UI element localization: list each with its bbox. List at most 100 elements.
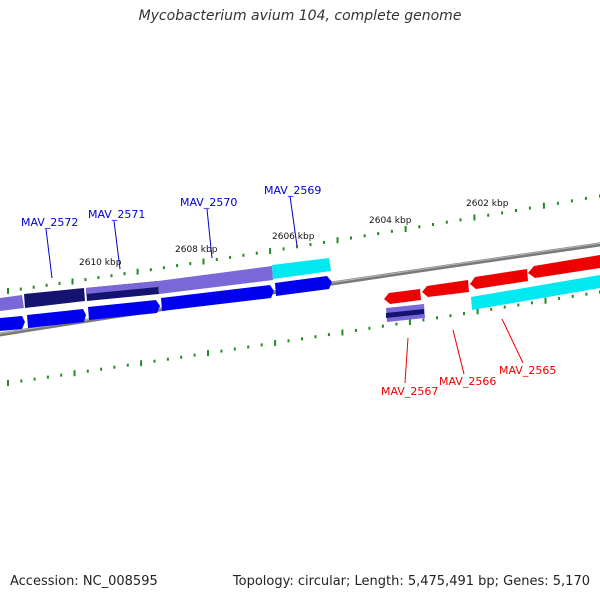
minor-tick (242, 253, 245, 257)
gene-arrow-forward[interactable] (0, 316, 25, 331)
gene-arrow-reverse[interactable] (422, 280, 469, 297)
major-tick (71, 278, 74, 285)
gene-label-mav-2572[interactable]: MAV_2572 (21, 216, 78, 229)
minor-tick (126, 363, 129, 367)
tick-label: 2608 kbp (175, 245, 218, 255)
minor-tick (354, 328, 357, 332)
minor-tick (422, 318, 425, 322)
minor-tick (556, 201, 559, 205)
minor-tick (445, 220, 448, 224)
major-tick (274, 339, 277, 346)
minor-tick (229, 255, 232, 259)
minor-tick (113, 365, 116, 369)
cds-track-lower (386, 275, 600, 322)
minor-tick (287, 339, 290, 343)
tick-label: 2610 kbp (79, 258, 122, 268)
minor-tick (501, 211, 504, 215)
minor-tick (327, 333, 330, 337)
major-tick (476, 308, 479, 315)
minor-tick (166, 357, 169, 361)
cds-feature[interactable] (386, 309, 424, 318)
minor-tick (530, 301, 533, 305)
minor-tick (86, 369, 89, 373)
minor-tick (123, 272, 126, 276)
minor-tick (585, 292, 588, 296)
gene-arrow-forward[interactable] (27, 309, 86, 328)
minor-tick (247, 345, 250, 349)
minor-tick (46, 375, 49, 379)
minor-tick (395, 322, 398, 326)
gene-label-mav-2567[interactable]: MAV_2567 (381, 385, 438, 398)
minor-tick (180, 355, 183, 359)
gene-arrow-forward[interactable] (88, 300, 160, 320)
minor-tick (558, 297, 561, 300)
gene-arrow-reverse[interactable] (384, 289, 421, 304)
major-tick (7, 288, 9, 294)
minor-tick (110, 274, 113, 278)
map-title: Mycobacterium avium 104, complete genome (138, 8, 462, 24)
cds-feature[interactable] (86, 281, 158, 294)
minor-tick (350, 236, 352, 240)
major-tick (140, 360, 143, 367)
cds-feature[interactable] (24, 288, 85, 308)
gene-arrow-forward[interactable] (161, 285, 274, 311)
minor-tick (301, 337, 303, 341)
minor-tick (20, 379, 23, 383)
major-tick (136, 268, 139, 275)
gene-label-mav-2570[interactable]: MAV_2570 (180, 196, 237, 209)
major-tick (341, 329, 344, 336)
minor-tick (432, 223, 434, 226)
minor-tick (60, 373, 63, 377)
minor-tick (571, 294, 574, 298)
forward-gene-track (0, 276, 332, 331)
cds-track-upper (0, 258, 331, 311)
minor-tick (584, 196, 587, 200)
gene-label-mav-2566[interactable]: MAV_2566 (439, 375, 496, 388)
gene-label-mav-2569[interactable]: MAV_2569 (264, 184, 321, 197)
major-tick (404, 226, 407, 232)
minor-tick (418, 225, 421, 229)
minor-tick (233, 347, 236, 351)
minor-tick (436, 316, 438, 320)
tick-label: 2602 kbp (466, 199, 509, 209)
minor-tick (100, 367, 103, 371)
minor-tick (189, 262, 192, 266)
outer-tick-track (7, 194, 600, 294)
minor-tick (260, 343, 263, 347)
minor-tick (162, 266, 165, 270)
accession-label: Accession: NC_008595 (10, 574, 158, 589)
minor-tick (449, 314, 452, 318)
major-tick (408, 319, 411, 325)
gene-arrow-forward[interactable] (275, 276, 332, 296)
minor-tick (490, 307, 493, 311)
minor-tick (255, 251, 258, 255)
minor-tick (32, 285, 35, 289)
tick-labels: 2610 kbp 2608 kbp 2606 kbp 2604 kbp 2602… (79, 199, 509, 268)
gene-label-mav-2571[interactable]: MAV_2571 (88, 208, 145, 221)
minor-tick (97, 276, 100, 280)
reverse-gene-track (384, 255, 600, 304)
minor-tick (309, 243, 312, 247)
major-tick (269, 248, 272, 254)
minor-tick (459, 218, 462, 222)
gene-arrow-reverse[interactable] (528, 255, 600, 278)
major-tick (202, 258, 205, 265)
minor-tick (463, 312, 465, 316)
cds-feature[interactable] (471, 275, 600, 310)
minor-tick (390, 229, 393, 233)
major-tick (73, 370, 76, 377)
minor-tick (381, 324, 384, 328)
minor-tick (528, 206, 531, 210)
gene-label-mav-2565[interactable]: MAV_2565 (499, 364, 556, 377)
minor-tick (296, 245, 298, 249)
minor-tick (570, 199, 573, 203)
cds-feature[interactable] (0, 295, 24, 311)
minor-tick (176, 264, 179, 268)
minor-tick (19, 287, 22, 291)
minor-tick (515, 209, 517, 212)
cds-feature[interactable] (272, 258, 331, 279)
minor-tick (58, 281, 61, 285)
gene-arrow-reverse[interactable] (470, 269, 528, 289)
cds-feature[interactable] (158, 266, 273, 294)
